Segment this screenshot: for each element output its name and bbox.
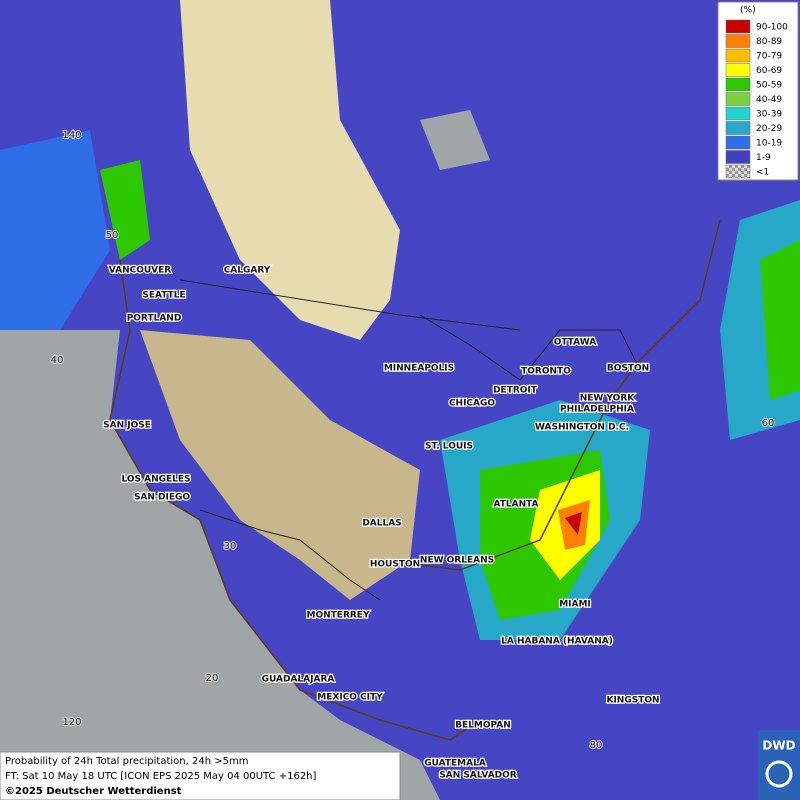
legend-label: 80-89 (756, 37, 782, 47)
city-label: NEW YORK (580, 394, 636, 404)
city-label: HOUSTON (370, 560, 420, 570)
city-label: MONTERREY (307, 611, 370, 621)
legend-label: 20-29 (756, 124, 782, 134)
legend-swatch (725, 164, 751, 179)
precip-zone (100, 160, 150, 260)
legend-label: 70-79 (756, 52, 782, 62)
city-label: GUATEMALA (424, 759, 486, 769)
graticule-label: 140 (62, 130, 81, 141)
legend-label: <1 (756, 168, 769, 178)
city-label: VANCOUVER (109, 266, 172, 276)
graticule-label: 60 (762, 418, 775, 429)
city-label: CALGARY (224, 266, 271, 276)
city-label: SEATTLE (142, 291, 185, 301)
legend-swatch (725, 77, 751, 92)
city-label: NEW ORLEANS (420, 556, 494, 566)
city-label: BOSTON (607, 364, 649, 374)
legend-swatch (725, 150, 751, 164)
legend-swatch (725, 63, 751, 77)
city-label: MINNEAPOLIS (384, 364, 454, 374)
city-label: ST. LOUIS (425, 442, 473, 452)
graticule-label: 20 (206, 673, 219, 684)
ocean-pacific (0, 330, 440, 800)
logo: DWD (762, 739, 795, 753)
city-label: DALLAS (362, 519, 401, 529)
footer-line: Probability of 24h Total precipitation, … (5, 756, 248, 767)
city-label: TORONTO (521, 367, 571, 377)
legend-swatch (725, 121, 751, 135)
city-label: CHICAGO (449, 399, 495, 409)
legend-label: 10-19 (756, 139, 782, 149)
city-label: LOS ANGELES (121, 475, 190, 485)
city-label: SAN JOSE (103, 421, 151, 431)
city-label: WASHINGTON D.C. (535, 423, 629, 433)
city-label: LA HABANA (HAVANA) (501, 637, 613, 647)
graticule-label: 50 (106, 230, 119, 241)
graticule-label: 30 (224, 541, 237, 552)
city-label: PORTLAND (127, 314, 182, 324)
land-dry (140, 330, 420, 600)
city-label: OTTAWA (554, 338, 597, 348)
graticule-label: 80 (590, 740, 603, 751)
logo-icon (765, 760, 793, 788)
legend-swatch (725, 48, 751, 63)
city-label: GUADALAJARA (262, 675, 335, 685)
legend: (%) 90-100 80-89 70-79 60-69 50-59 40-49 30-39… (717, 1, 799, 181)
legend-label: 50-59 (756, 81, 782, 91)
legend-label: 60-69 (756, 66, 782, 76)
legend-label: 30-39 (756, 110, 782, 120)
legend-swatch (725, 135, 751, 150)
precip-zone (760, 240, 800, 400)
footer-line: ©2025 Deutscher Wetterdienst (5, 786, 182, 797)
graticule-label: 40 (51, 355, 64, 366)
city-label: SAN SALVADOR (439, 771, 516, 781)
city-label: DETROIT (493, 386, 538, 396)
precip-zone (0, 130, 110, 330)
graticule-label: 120 (62, 717, 81, 728)
legend-swatch (725, 34, 751, 48)
city-label: BELMOPAN (455, 721, 511, 731)
legend-swatch (725, 19, 751, 34)
footer-line: FT: Sat 10 May 18 UTC [ICON EPS 2025 May… (5, 771, 317, 782)
logo-box (758, 730, 800, 800)
legend-swatch (725, 106, 751, 121)
legend-swatch (725, 92, 751, 106)
coastline (109, 219, 721, 741)
precip-zone (565, 512, 582, 535)
legend-label: 1-9 (756, 153, 771, 163)
city-label: PHILADELPHIA (560, 405, 634, 415)
border (179, 279, 641, 601)
city-label: SAN DIEGO (134, 493, 190, 503)
city-label: MIAMI (559, 600, 591, 610)
city-label: KINGSTON (606, 696, 659, 706)
city-label: MEXICO CITY (317, 693, 383, 703)
legend-title: (%) (740, 6, 756, 16)
hudson-bay (420, 110, 490, 170)
city-label: ATLANTA (493, 500, 538, 510)
legend-label: 90-100 (756, 23, 788, 33)
footer-box (0, 751, 401, 800)
legend-label: 40-49 (756, 95, 782, 105)
land-dry (180, 0, 400, 340)
